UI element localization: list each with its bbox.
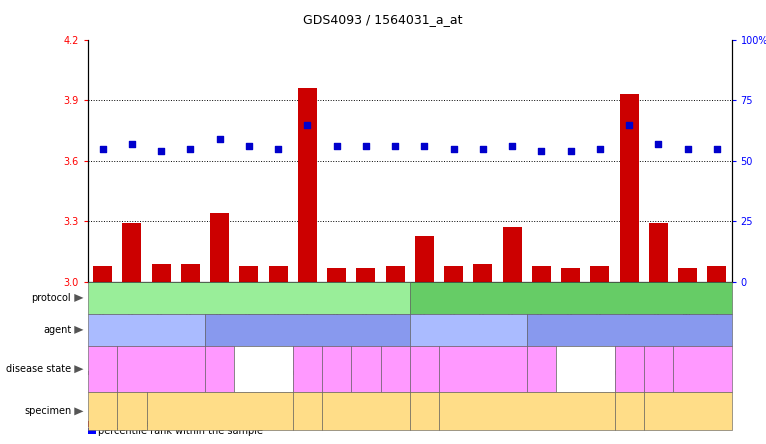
Text: partial
response: partial response [614,363,644,376]
Point [682,145,694,152]
Point [506,143,519,150]
Text: stable disease: stable disease [459,366,507,372]
Text: PRG
recept
or -: PRG recept or - [618,401,640,421]
Text: agent: agent [43,325,71,335]
Bar [502,227,522,282]
Bar [327,268,346,282]
Text: stable
disease: stable disease [646,363,671,376]
Bar [181,264,200,282]
Point [389,143,401,150]
Point [360,143,372,150]
Bar [269,266,288,282]
Bar [532,266,551,282]
Bar [210,214,229,282]
Text: post-treatment: post-treatment [534,293,607,303]
Bar [240,266,258,282]
Text: PRG receptor +: PRG receptor + [339,408,393,414]
Point [301,121,313,128]
Text: PRG
recept
or -: PRG recept or - [121,401,143,421]
Text: stable
disease: stable disease [324,363,349,376]
Text: PRG
recept
or -: PRG recept or - [296,401,319,421]
Bar [415,236,434,282]
Point [97,145,109,152]
Text: AF: AF [140,325,152,335]
Point [653,140,665,147]
Point [565,148,577,155]
Bar [473,264,493,282]
Point [155,148,167,155]
Bar [444,266,463,282]
Text: AF: AF [462,325,474,335]
Bar [591,266,610,282]
Text: partial
respo
nse: partial respo nse [414,359,435,379]
Text: progre
sive
disease: progre sive disease [529,359,554,379]
Text: partial
response: partial response [292,363,322,376]
Text: AFG: AFG [619,325,639,335]
Point [447,145,460,152]
Point [185,145,197,152]
Point [272,145,284,152]
Text: complete
response: complete response [570,363,601,376]
Bar [152,264,171,282]
Text: PRG receptor +: PRG receptor + [193,408,247,414]
Text: specimen: specimen [24,406,71,416]
Text: GDS4093 / 1564031_a_at: GDS4093 / 1564031_a_at [303,13,463,26]
Text: complete
response: complete response [248,363,279,376]
Text: PRG receptor +: PRG receptor + [660,408,715,414]
Text: stable disease: stable disease [137,366,185,372]
Bar [620,95,639,282]
Bar [678,268,697,282]
Text: progre
sive
disease
e: progre sive disease e [689,356,715,383]
Bar [88,428,96,434]
Bar [386,266,404,282]
Text: partial
response: partial response [87,363,118,376]
Point [243,143,255,150]
Point [126,140,138,147]
Bar [93,266,112,282]
Point [476,145,489,152]
Text: PRG
recept
or +: PRG recept or + [92,401,114,421]
Text: PRG
recept
or -: PRG recept or - [414,401,436,421]
Text: pre-treatment: pre-treatment [214,293,283,303]
Point [214,135,226,143]
Bar [298,88,317,282]
Text: protocol: protocol [31,293,71,303]
Bar [88,421,96,427]
Text: progre
sive
disease: progre sive disease [353,359,378,379]
Point [594,145,606,152]
Text: disease state: disease state [6,364,71,374]
Bar [356,268,375,282]
Bar [708,266,726,282]
Text: transformed count: transformed count [98,419,188,429]
Text: percentile rank within the sample: percentile rank within the sample [98,426,263,436]
Bar [649,223,668,282]
Point [331,143,343,150]
Bar [123,223,142,282]
Point [535,148,548,155]
Text: progre
sive
disease: progre sive disease [207,359,232,379]
Point [418,143,430,150]
Point [711,145,723,152]
Bar [561,268,580,282]
Point [623,121,635,128]
Text: PRG receptor +: PRG receptor + [499,408,554,414]
Text: AFG: AFG [297,325,317,335]
Text: progre
sive
disease
e: progre sive disease e [382,356,408,383]
